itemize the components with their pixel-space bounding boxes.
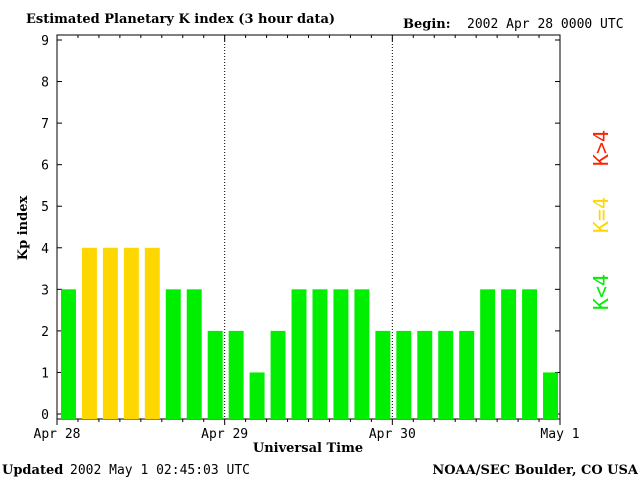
y-axis-label: Kp index: [16, 196, 31, 261]
bar-22: [522, 289, 538, 419]
y-tick-label-0: 0: [41, 408, 49, 423]
y-tick-label-6: 6: [41, 159, 49, 174]
bar-18: [438, 330, 454, 419]
x-tick-label-0: Apr 28: [34, 427, 81, 442]
bar-1: [81, 247, 97, 419]
bar-14: [354, 289, 370, 419]
y-tick-label-5: 5: [41, 200, 49, 215]
x-axis-label: Universal Time: [253, 441, 363, 456]
bar-6: [186, 289, 202, 419]
bar-10: [270, 330, 286, 419]
bar-0: [61, 289, 76, 419]
bar-11: [291, 289, 307, 419]
x-tick-label-2: Apr 30: [369, 427, 416, 442]
bar-12: [312, 289, 328, 419]
x-axis: Apr 28 Apr 29 Apr 30 May 1: [34, 35, 580, 442]
bar-7: [207, 330, 223, 419]
updated-label: Updated: [2, 463, 63, 478]
legend-k-equal: K=4: [589, 197, 613, 233]
bar-3: [123, 247, 139, 419]
y-tick-label-3: 3: [41, 283, 49, 298]
y-tick-label-8: 8: [41, 76, 49, 91]
day-separators: [224, 35, 393, 419]
bar-15: [375, 330, 391, 419]
bar-13: [333, 289, 349, 419]
chart-title: Estimated Planetary K index (3 hour data…: [26, 12, 335, 27]
bars: [61, 247, 558, 419]
y-tick-label-7: 7: [41, 117, 49, 132]
bar-17: [417, 330, 433, 419]
bar-4: [144, 247, 160, 419]
legend-k-greater: K>4: [589, 130, 613, 166]
bar-9: [249, 372, 265, 419]
bar-23: [543, 372, 558, 419]
begin-value: 2002 Apr 28 0000 UTC: [467, 17, 624, 32]
bar-16: [396, 330, 412, 419]
bar-5: [165, 289, 181, 419]
y-tick-label-9: 9: [41, 34, 49, 49]
y-tick-label-4: 4: [41, 242, 49, 257]
y-tick-label-2: 2: [41, 325, 49, 340]
bar-21: [501, 289, 517, 419]
bar-19: [459, 330, 475, 419]
updated-value: 2002 May 1 02:45:03 UTC: [70, 463, 250, 478]
bar-8: [228, 330, 244, 419]
begin-label: Begin:: [403, 17, 451, 32]
x-tick-label-3: May 1: [540, 427, 579, 442]
x-tick-label-1: Apr 29: [201, 427, 248, 442]
legend-k-less: K<4: [589, 274, 613, 310]
bar-2: [102, 247, 118, 419]
y-tick-label-1: 1: [41, 366, 49, 381]
bar-20: [480, 289, 496, 419]
footer-credit: NOAA/SEC Boulder, CO USA: [432, 463, 639, 478]
